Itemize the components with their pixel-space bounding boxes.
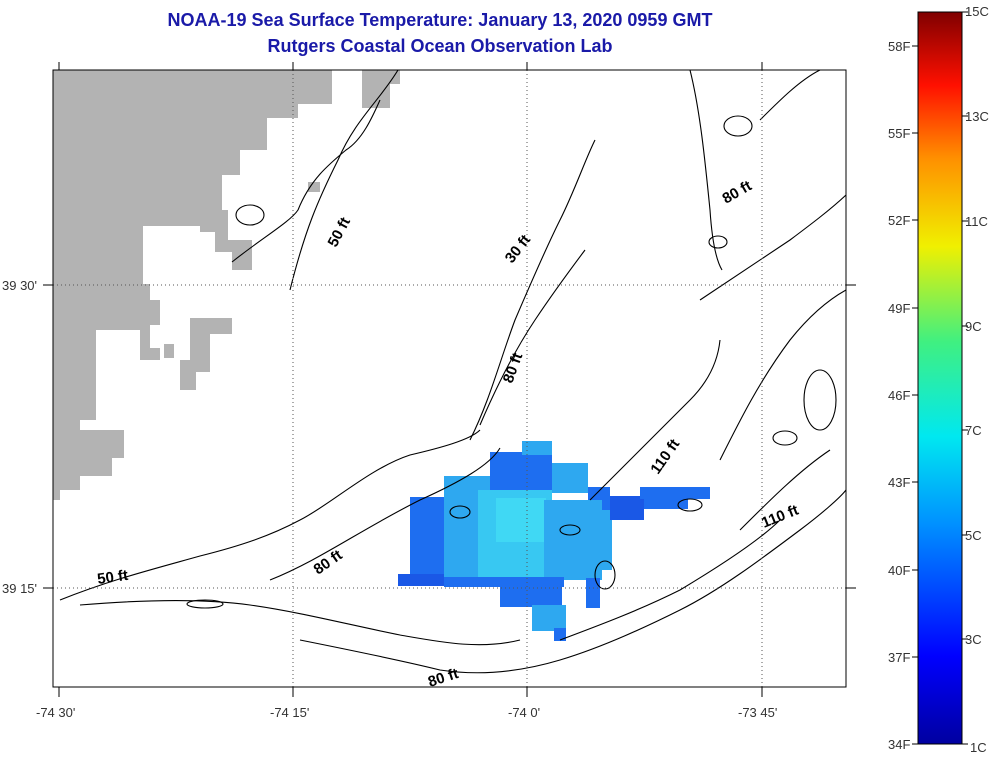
color-scale-gradient	[917, 11, 963, 745]
map-title: NOAA-19 Sea Surface Temperature: January…	[167, 10, 713, 30]
colorbar-c-label: 9C	[965, 319, 982, 334]
colorbar-f-label: 43F	[888, 475, 910, 490]
x-tick-label: -74 0'	[508, 705, 540, 720]
grid-lines	[53, 70, 846, 687]
colorbar-f-label: 55F	[888, 126, 910, 141]
land-south	[53, 430, 124, 500]
depth-label: 50 ft	[96, 567, 129, 588]
colorbar-f-label: 49F	[888, 301, 910, 316]
colorbar-f-label: 46F	[888, 388, 910, 403]
colorbar-f-label: 58F	[888, 39, 910, 54]
color-scale-bar: 58F 55F 52F 49F 46F 43F 40F 37F 34F 15C …	[888, 4, 989, 755]
colorbar-c-label: 7C	[965, 423, 982, 438]
land-island	[180, 318, 232, 390]
axis-ticks	[43, 62, 856, 697]
depth-contours	[59, 70, 846, 674]
colorbar-f-label: 40F	[888, 563, 910, 578]
colorbar-c-label: 3C	[965, 632, 982, 647]
colorbar-c-label: 15C	[965, 4, 989, 19]
sst-pixels	[398, 441, 710, 641]
colorbar-c-label: 1C	[970, 740, 987, 755]
colorbar-f-label: 37F	[888, 650, 910, 665]
y-tick-label: 39 15'	[2, 581, 37, 596]
colorbar-f-label: 52F	[888, 213, 910, 228]
x-tick-label: -74 15'	[270, 705, 309, 720]
colorbar-c-label: 11C	[965, 214, 988, 229]
land-inlet	[362, 70, 400, 108]
colorbar-f-label: 34F	[888, 737, 910, 752]
x-tick-label: -74 30'	[36, 705, 75, 720]
colorbar-c-label: 13C	[965, 109, 989, 124]
y-tick-label: 39 30'	[2, 278, 37, 293]
map-frame	[52, 69, 847, 688]
land-mass	[53, 70, 332, 460]
colorbar-c-label: 5C	[965, 528, 982, 543]
x-tick-label: -73 45'	[738, 705, 777, 720]
map-subtitle: Rutgers Coastal Ocean Observation Lab	[267, 36, 613, 56]
